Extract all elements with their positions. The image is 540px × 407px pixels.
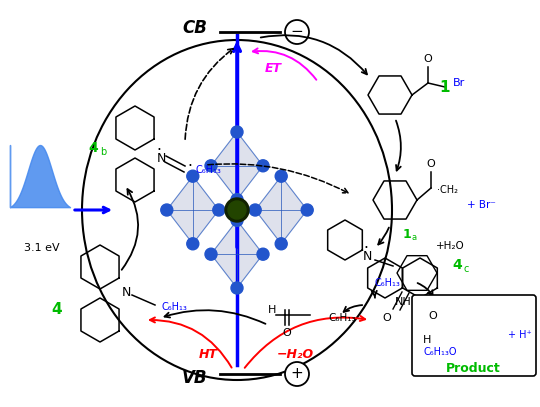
Polygon shape xyxy=(167,176,219,244)
Circle shape xyxy=(231,214,243,226)
Text: CB: CB xyxy=(182,19,207,37)
Text: c: c xyxy=(463,264,468,274)
Circle shape xyxy=(231,194,243,206)
Text: H: H xyxy=(268,305,276,315)
Polygon shape xyxy=(255,176,307,244)
Circle shape xyxy=(187,238,199,250)
Text: −: − xyxy=(291,24,303,39)
Polygon shape xyxy=(211,132,263,199)
Text: O: O xyxy=(427,159,435,169)
Text: C₆H₁₃: C₆H₁₃ xyxy=(162,302,188,312)
Circle shape xyxy=(231,126,243,138)
Text: N: N xyxy=(122,287,131,300)
Text: O: O xyxy=(428,311,437,321)
Circle shape xyxy=(275,170,287,182)
Text: +H₂O: +H₂O xyxy=(436,241,464,251)
Text: a: a xyxy=(411,234,416,243)
Circle shape xyxy=(249,204,261,216)
Text: C₆H₁₃: C₆H₁₃ xyxy=(374,278,400,288)
Text: −H₂O: −H₂O xyxy=(276,348,314,361)
Text: O: O xyxy=(282,328,292,338)
Text: 4: 4 xyxy=(52,302,62,317)
Circle shape xyxy=(285,20,309,44)
Text: ET: ET xyxy=(265,61,282,74)
Text: 1: 1 xyxy=(403,228,412,241)
Circle shape xyxy=(205,160,217,172)
Text: NH: NH xyxy=(395,297,411,307)
Text: H: H xyxy=(423,335,431,345)
Circle shape xyxy=(161,204,173,216)
Text: C₆H₁₃: C₆H₁₃ xyxy=(195,165,221,175)
Text: ·CH₂: ·CH₂ xyxy=(437,185,458,195)
Text: Product: Product xyxy=(446,361,501,374)
Circle shape xyxy=(228,201,246,219)
Circle shape xyxy=(285,362,309,386)
Circle shape xyxy=(205,248,217,260)
Circle shape xyxy=(213,204,225,216)
Text: ·: · xyxy=(363,241,368,256)
Text: ·: · xyxy=(157,144,161,158)
Text: + H⁺: + H⁺ xyxy=(508,330,532,340)
Text: 4: 4 xyxy=(88,141,98,155)
Text: HT: HT xyxy=(199,348,218,361)
Text: 3.1 eV: 3.1 eV xyxy=(24,243,60,253)
Circle shape xyxy=(275,238,287,250)
Polygon shape xyxy=(211,221,263,288)
Text: C₆H₁₃: C₆H₁₃ xyxy=(328,313,356,323)
Circle shape xyxy=(257,248,269,260)
FancyBboxPatch shape xyxy=(412,295,536,376)
Circle shape xyxy=(231,282,243,294)
Text: VB: VB xyxy=(181,369,207,387)
Text: ·: · xyxy=(187,158,192,173)
Text: N: N xyxy=(156,151,166,164)
Circle shape xyxy=(187,170,199,182)
Text: N: N xyxy=(362,249,372,263)
Circle shape xyxy=(225,198,249,222)
Text: 4: 4 xyxy=(452,258,462,272)
Text: Br: Br xyxy=(453,78,465,88)
Text: O: O xyxy=(423,54,433,64)
Text: 1: 1 xyxy=(440,81,450,96)
Text: + Br⁻: + Br⁻ xyxy=(467,200,496,210)
Text: b: b xyxy=(100,147,106,157)
Text: O: O xyxy=(383,313,391,323)
Circle shape xyxy=(257,160,269,172)
Text: C₆H₁₃O: C₆H₁₃O xyxy=(423,347,456,357)
Circle shape xyxy=(301,204,313,216)
Text: +: + xyxy=(291,366,303,381)
